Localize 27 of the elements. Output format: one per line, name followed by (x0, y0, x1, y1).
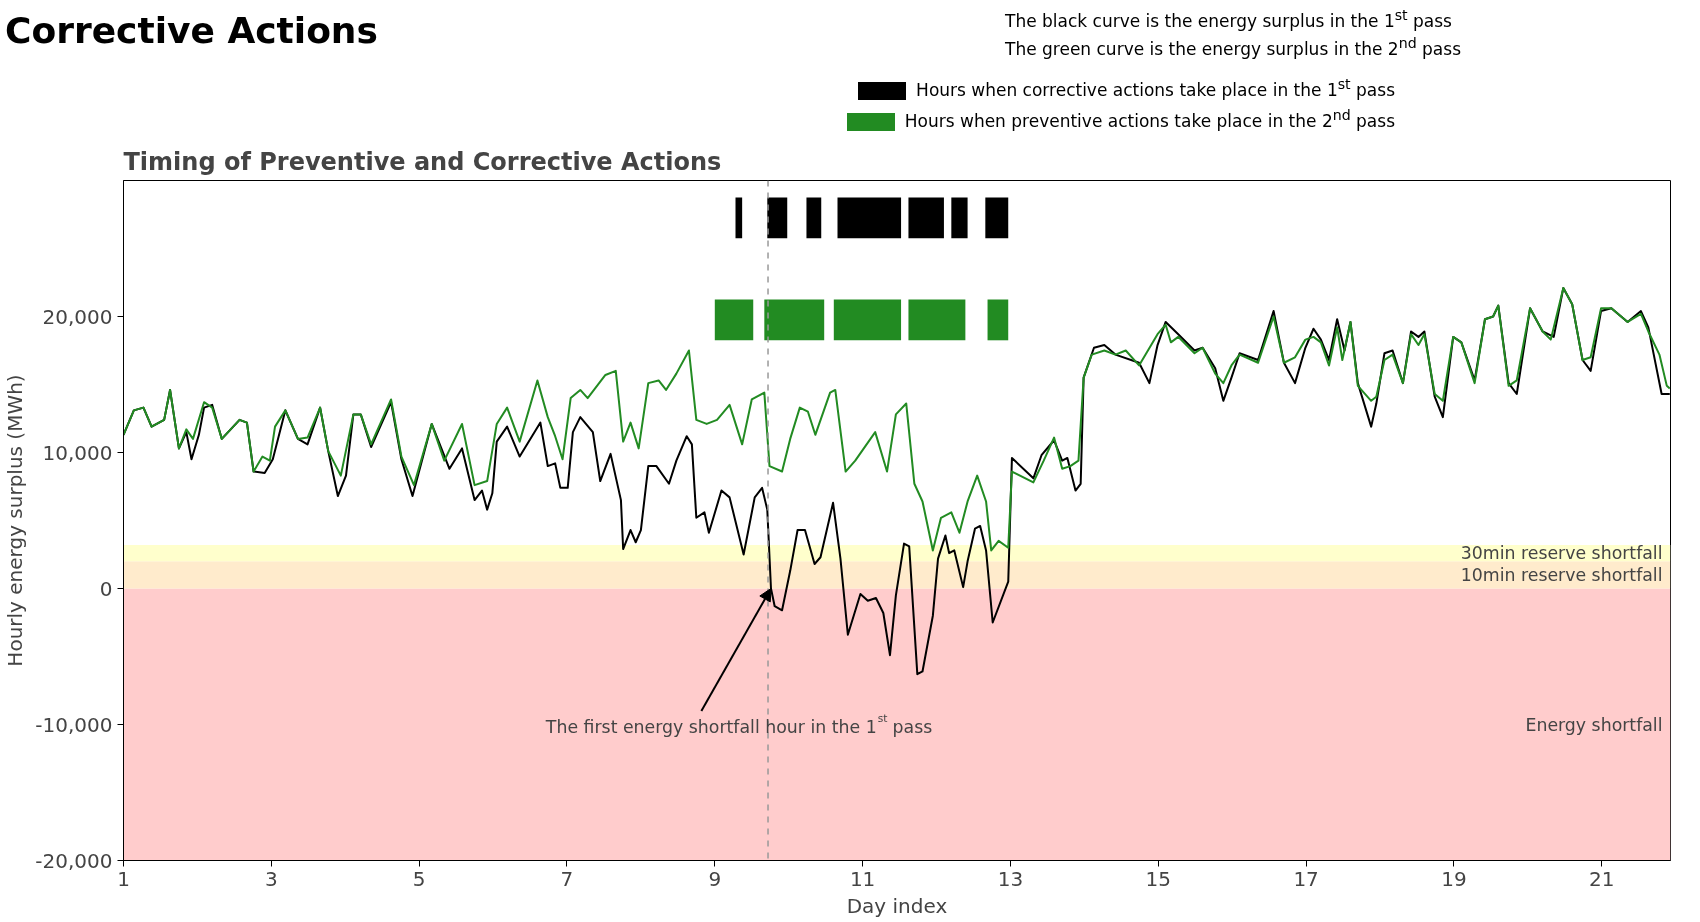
y-tick-label: 10,000 (42, 440, 113, 465)
y-tick-label: -20,000 (35, 848, 113, 873)
x-tick-label: 1 (117, 866, 130, 891)
x-tick-label: 7 (560, 866, 574, 891)
chart-title: Timing of Preventive and Corrective Actions (123, 147, 722, 176)
x-tick-label: 11 (849, 866, 876, 891)
legend-label: Hours when corrective actions take place in the 1$^{st}$ pass (915, 75, 1395, 102)
x-tick-label: 17 (1293, 866, 1319, 891)
legend-label: Hours when preventive actions take place in the 2$^{nd}$ pass (903, 105, 1395, 133)
band-label: Energy shortfall (1525, 714, 1663, 735)
x-tick-label: 3 (264, 866, 278, 891)
x-tick-label: 9 (708, 866, 722, 891)
text: Corrective Actions (5, 10, 378, 51)
band-label: 30min reserve shortfall (1460, 543, 1663, 564)
text: The green curve is the energy surplus in the 2$^{nd}$ pass (1005, 34, 1461, 59)
x-tick-label: 13 (997, 866, 1024, 891)
y-tick-label: -10,000 (35, 712, 113, 737)
x-tick-label: 5 (412, 866, 426, 891)
band-label: 10min reserve shortfall (1460, 564, 1663, 585)
y-tick-label: 20,000 (42, 304, 113, 329)
x-tick-label: 15 (1145, 866, 1172, 891)
text: The black curve is the energy surplus in the 1$^{st}$ pass (1005, 7, 1452, 31)
y-axis-title: Hourly energy surplus (MWh) (3, 374, 28, 667)
x-tick-label: 19 (1441, 866, 1467, 891)
x-axis-title: Day index (846, 893, 948, 918)
x-tick-label: 21 (1589, 866, 1615, 891)
y-tick-label: 0 (99, 576, 113, 601)
